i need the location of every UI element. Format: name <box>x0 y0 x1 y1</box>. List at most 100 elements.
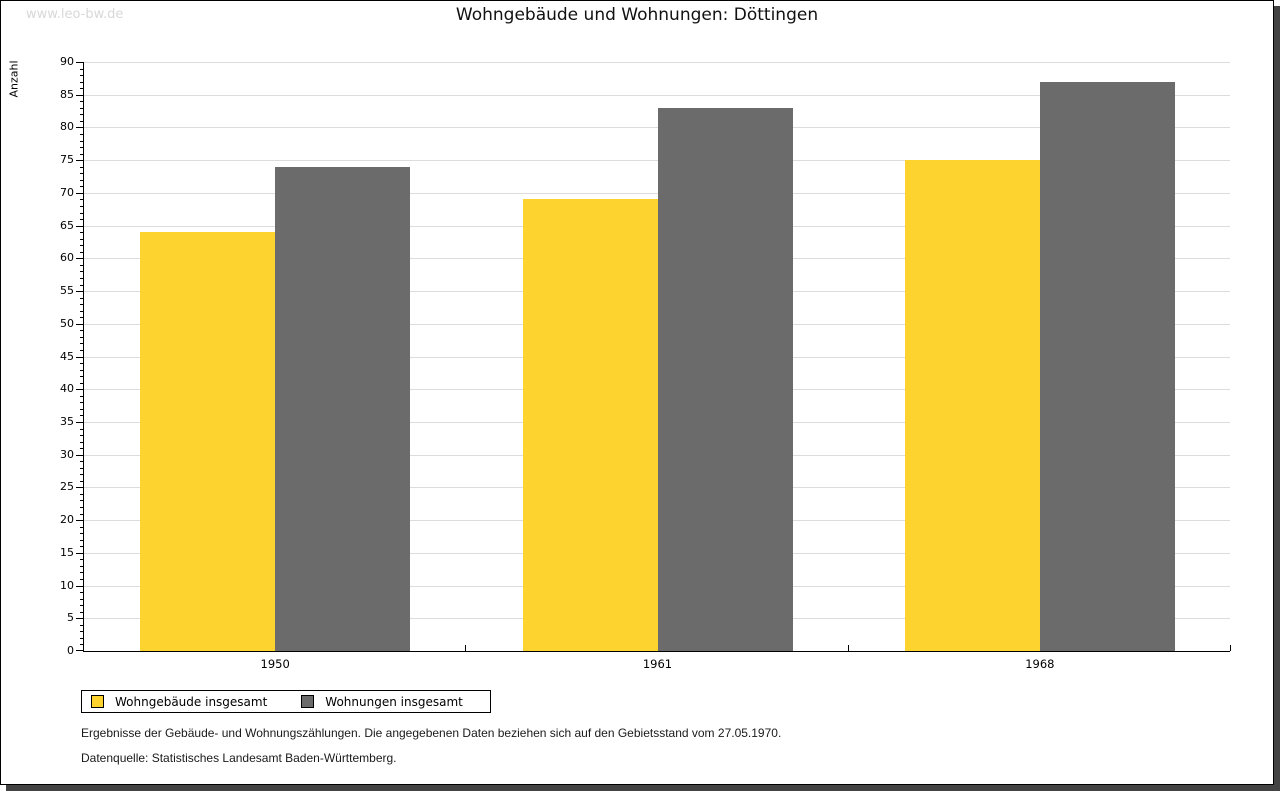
y-minor-tick <box>80 205 84 207</box>
y-minor-tick <box>80 493 84 495</box>
y-minor-tick <box>80 448 84 450</box>
y-minor-tick <box>80 605 84 607</box>
y-minor-tick <box>80 238 84 240</box>
y-tick-label: 75 <box>60 153 74 167</box>
y-tick-label: 0 <box>67 644 74 657</box>
y-minor-tick <box>80 284 84 286</box>
y-major-tick <box>76 650 84 651</box>
y-minor-tick <box>80 88 84 90</box>
y-minor-tick <box>80 277 84 279</box>
y-major-tick <box>76 552 84 554</box>
y-minor-tick <box>80 336 84 338</box>
x-axis-tick <box>465 645 467 651</box>
gridline <box>84 160 1230 162</box>
y-minor-tick <box>80 251 84 253</box>
y-major-tick <box>76 323 84 325</box>
y-minor-tick <box>80 513 84 515</box>
y-major-tick <box>76 356 84 358</box>
y-major-tick <box>76 160 84 162</box>
y-major-tick <box>76 454 84 456</box>
x-category-label: 1961 <box>642 657 673 671</box>
legend-item: Wohngebäude insgesamt <box>91 695 267 709</box>
y-tick-label: 70 <box>60 185 74 199</box>
x-category-label: 1950 <box>260 657 290 671</box>
y-minor-tick <box>80 81 84 83</box>
y-minor-tick <box>80 363 84 365</box>
bar-wohngebaeude <box>522 199 658 651</box>
y-minor-tick <box>80 264 84 266</box>
y-major-tick <box>76 585 84 587</box>
plot-area: 0 5 10 15 20 25 30 35 40 45 50 55 60 65 70 75 80 85 90 1950… <box>60 56 1231 671</box>
gridline <box>84 62 1230 63</box>
bar-wohngebaeude <box>140 232 276 651</box>
x-axis-tick <box>1230 645 1231 651</box>
y-tick-label: 15 <box>60 545 74 559</box>
y-tick-label: 55 <box>60 284 74 298</box>
y-major-tick <box>76 291 84 293</box>
y-minor-tick <box>80 212 84 214</box>
y-minor-tick <box>80 435 84 437</box>
watermark-text: www.leo-bw.de <box>26 7 124 22</box>
y-minor-tick <box>80 539 84 541</box>
y-tick-label: 20 <box>60 513 74 527</box>
y-major-tick <box>76 94 84 96</box>
y-minor-tick <box>80 572 84 574</box>
y-minor-tick <box>80 382 84 384</box>
bar-wohnungen <box>275 166 411 651</box>
y-minor-tick <box>80 526 84 528</box>
y-minor-tick <box>80 199 84 201</box>
y-minor-tick <box>80 546 84 548</box>
y-minor-tick <box>80 579 84 581</box>
y-tick-label: 35 <box>60 414 74 428</box>
legend-box: Wohngebäude insgesamt Wohnungen insgesamt <box>81 690 491 713</box>
y-major-tick <box>76 258 84 260</box>
bar-wohngebaeude <box>904 160 1040 651</box>
y-tick-label: 45 <box>60 349 74 363</box>
y-minor-tick <box>80 559 84 561</box>
chart-title: Wohngebäude und Wohnungen: Döttingen <box>455 5 819 25</box>
y-minor-tick <box>80 219 84 221</box>
y-minor-tick <box>80 114 84 116</box>
y-tick-label: 50 <box>60 316 74 330</box>
y-minor-tick <box>80 592 84 594</box>
bar-wohnungen <box>657 107 793 651</box>
y-minor-tick <box>80 565 84 567</box>
y-minor-tick <box>80 441 84 443</box>
y-major-tick <box>76 225 84 227</box>
y-major-tick <box>76 389 84 391</box>
y-major-tick <box>76 618 84 620</box>
gridline <box>84 94 1230 96</box>
y-tick-label: 90 <box>60 55 74 68</box>
y-tick-label: 30 <box>60 447 74 461</box>
y-minor-tick <box>80 134 84 135</box>
datasource-line: Datenquelle: Statistisches Landesamt Bad… <box>81 751 397 765</box>
y-minor-tick <box>80 140 84 142</box>
y-tick-label: 80 <box>60 120 74 134</box>
y-minor-tick <box>80 101 84 103</box>
y-minor-tick <box>80 500 84 502</box>
y-minor-tick <box>80 480 84 482</box>
y-minor-tick <box>80 611 84 613</box>
y-tick-label: 10 <box>60 578 74 592</box>
y-tick-label: 60 <box>60 251 74 265</box>
y-minor-tick <box>80 304 84 306</box>
y-minor-tick <box>80 624 84 626</box>
y-minor-tick <box>80 310 84 312</box>
y-minor-tick <box>80 402 84 404</box>
y-minor-tick <box>80 75 84 77</box>
gridline <box>84 192 1230 194</box>
y-minor-tick <box>80 395 84 397</box>
y-minor-tick <box>80 68 84 70</box>
y-major-tick <box>76 127 84 129</box>
y-major-tick <box>76 520 84 522</box>
bar-wohnungen <box>1039 81 1175 651</box>
y-minor-tick <box>80 467 84 469</box>
y-minor-tick <box>80 153 84 155</box>
legend-swatch-icon <box>91 695 104 708</box>
y-minor-tick <box>80 474 84 476</box>
y-minor-tick <box>80 343 84 345</box>
y-minor-tick <box>80 598 84 600</box>
y-minor-tick <box>80 107 84 109</box>
footnote-line: Ergebnisse der Gebäude- und Wohnungszähl… <box>81 726 782 740</box>
y-tick-label: 5 <box>67 611 74 625</box>
